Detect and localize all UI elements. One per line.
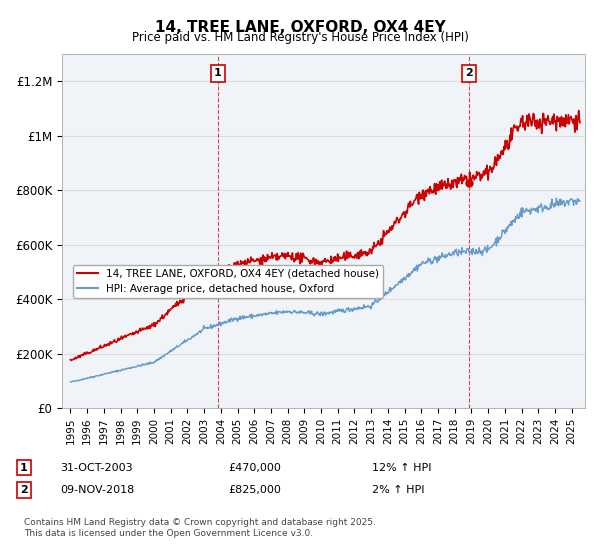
Text: 1: 1 [214, 68, 222, 78]
Text: 2% ↑ HPI: 2% ↑ HPI [372, 485, 425, 495]
Text: 09-NOV-2018: 09-NOV-2018 [60, 485, 134, 495]
Text: 14, TREE LANE, OXFORD, OX4 4EY: 14, TREE LANE, OXFORD, OX4 4EY [155, 20, 445, 35]
Text: Price paid vs. HM Land Registry's House Price Index (HPI): Price paid vs. HM Land Registry's House … [131, 31, 469, 44]
Text: 2: 2 [20, 485, 28, 495]
Text: Contains HM Land Registry data © Crown copyright and database right 2025.
This d: Contains HM Land Registry data © Crown c… [24, 518, 376, 538]
Text: 2: 2 [466, 68, 473, 78]
Legend: 14, TREE LANE, OXFORD, OX4 4EY (detached house), HPI: Average price, detached ho: 14, TREE LANE, OXFORD, OX4 4EY (detached… [73, 264, 383, 298]
Text: 1: 1 [20, 463, 28, 473]
Text: £470,000: £470,000 [228, 463, 281, 473]
Text: 12% ↑ HPI: 12% ↑ HPI [372, 463, 431, 473]
Text: 31-OCT-2003: 31-OCT-2003 [60, 463, 133, 473]
Text: £825,000: £825,000 [228, 485, 281, 495]
